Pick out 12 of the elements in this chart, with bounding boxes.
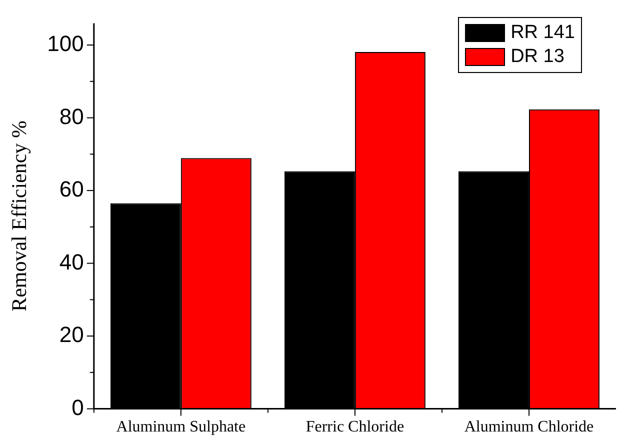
y-tick-label: 60 <box>59 176 84 202</box>
y-tick-label: 0 <box>72 394 84 420</box>
y-tick-label: 100 <box>47 31 84 56</box>
x-tick-label: Aluminum Sulphate <box>116 418 246 436</box>
x-tick-label: Aluminum Chloride <box>464 418 594 436</box>
legend-label: RR 141 <box>510 21 575 45</box>
y-tick-label: 80 <box>59 104 84 129</box>
y-tick-label: 20 <box>59 322 84 348</box>
y-tick-label: 40 <box>59 249 84 274</box>
y-axis-title: Removal Efficiency % <box>7 120 32 312</box>
x-tick-label: Ferric Chloride <box>306 418 404 436</box>
legend-label: DR 13 <box>510 45 564 69</box>
